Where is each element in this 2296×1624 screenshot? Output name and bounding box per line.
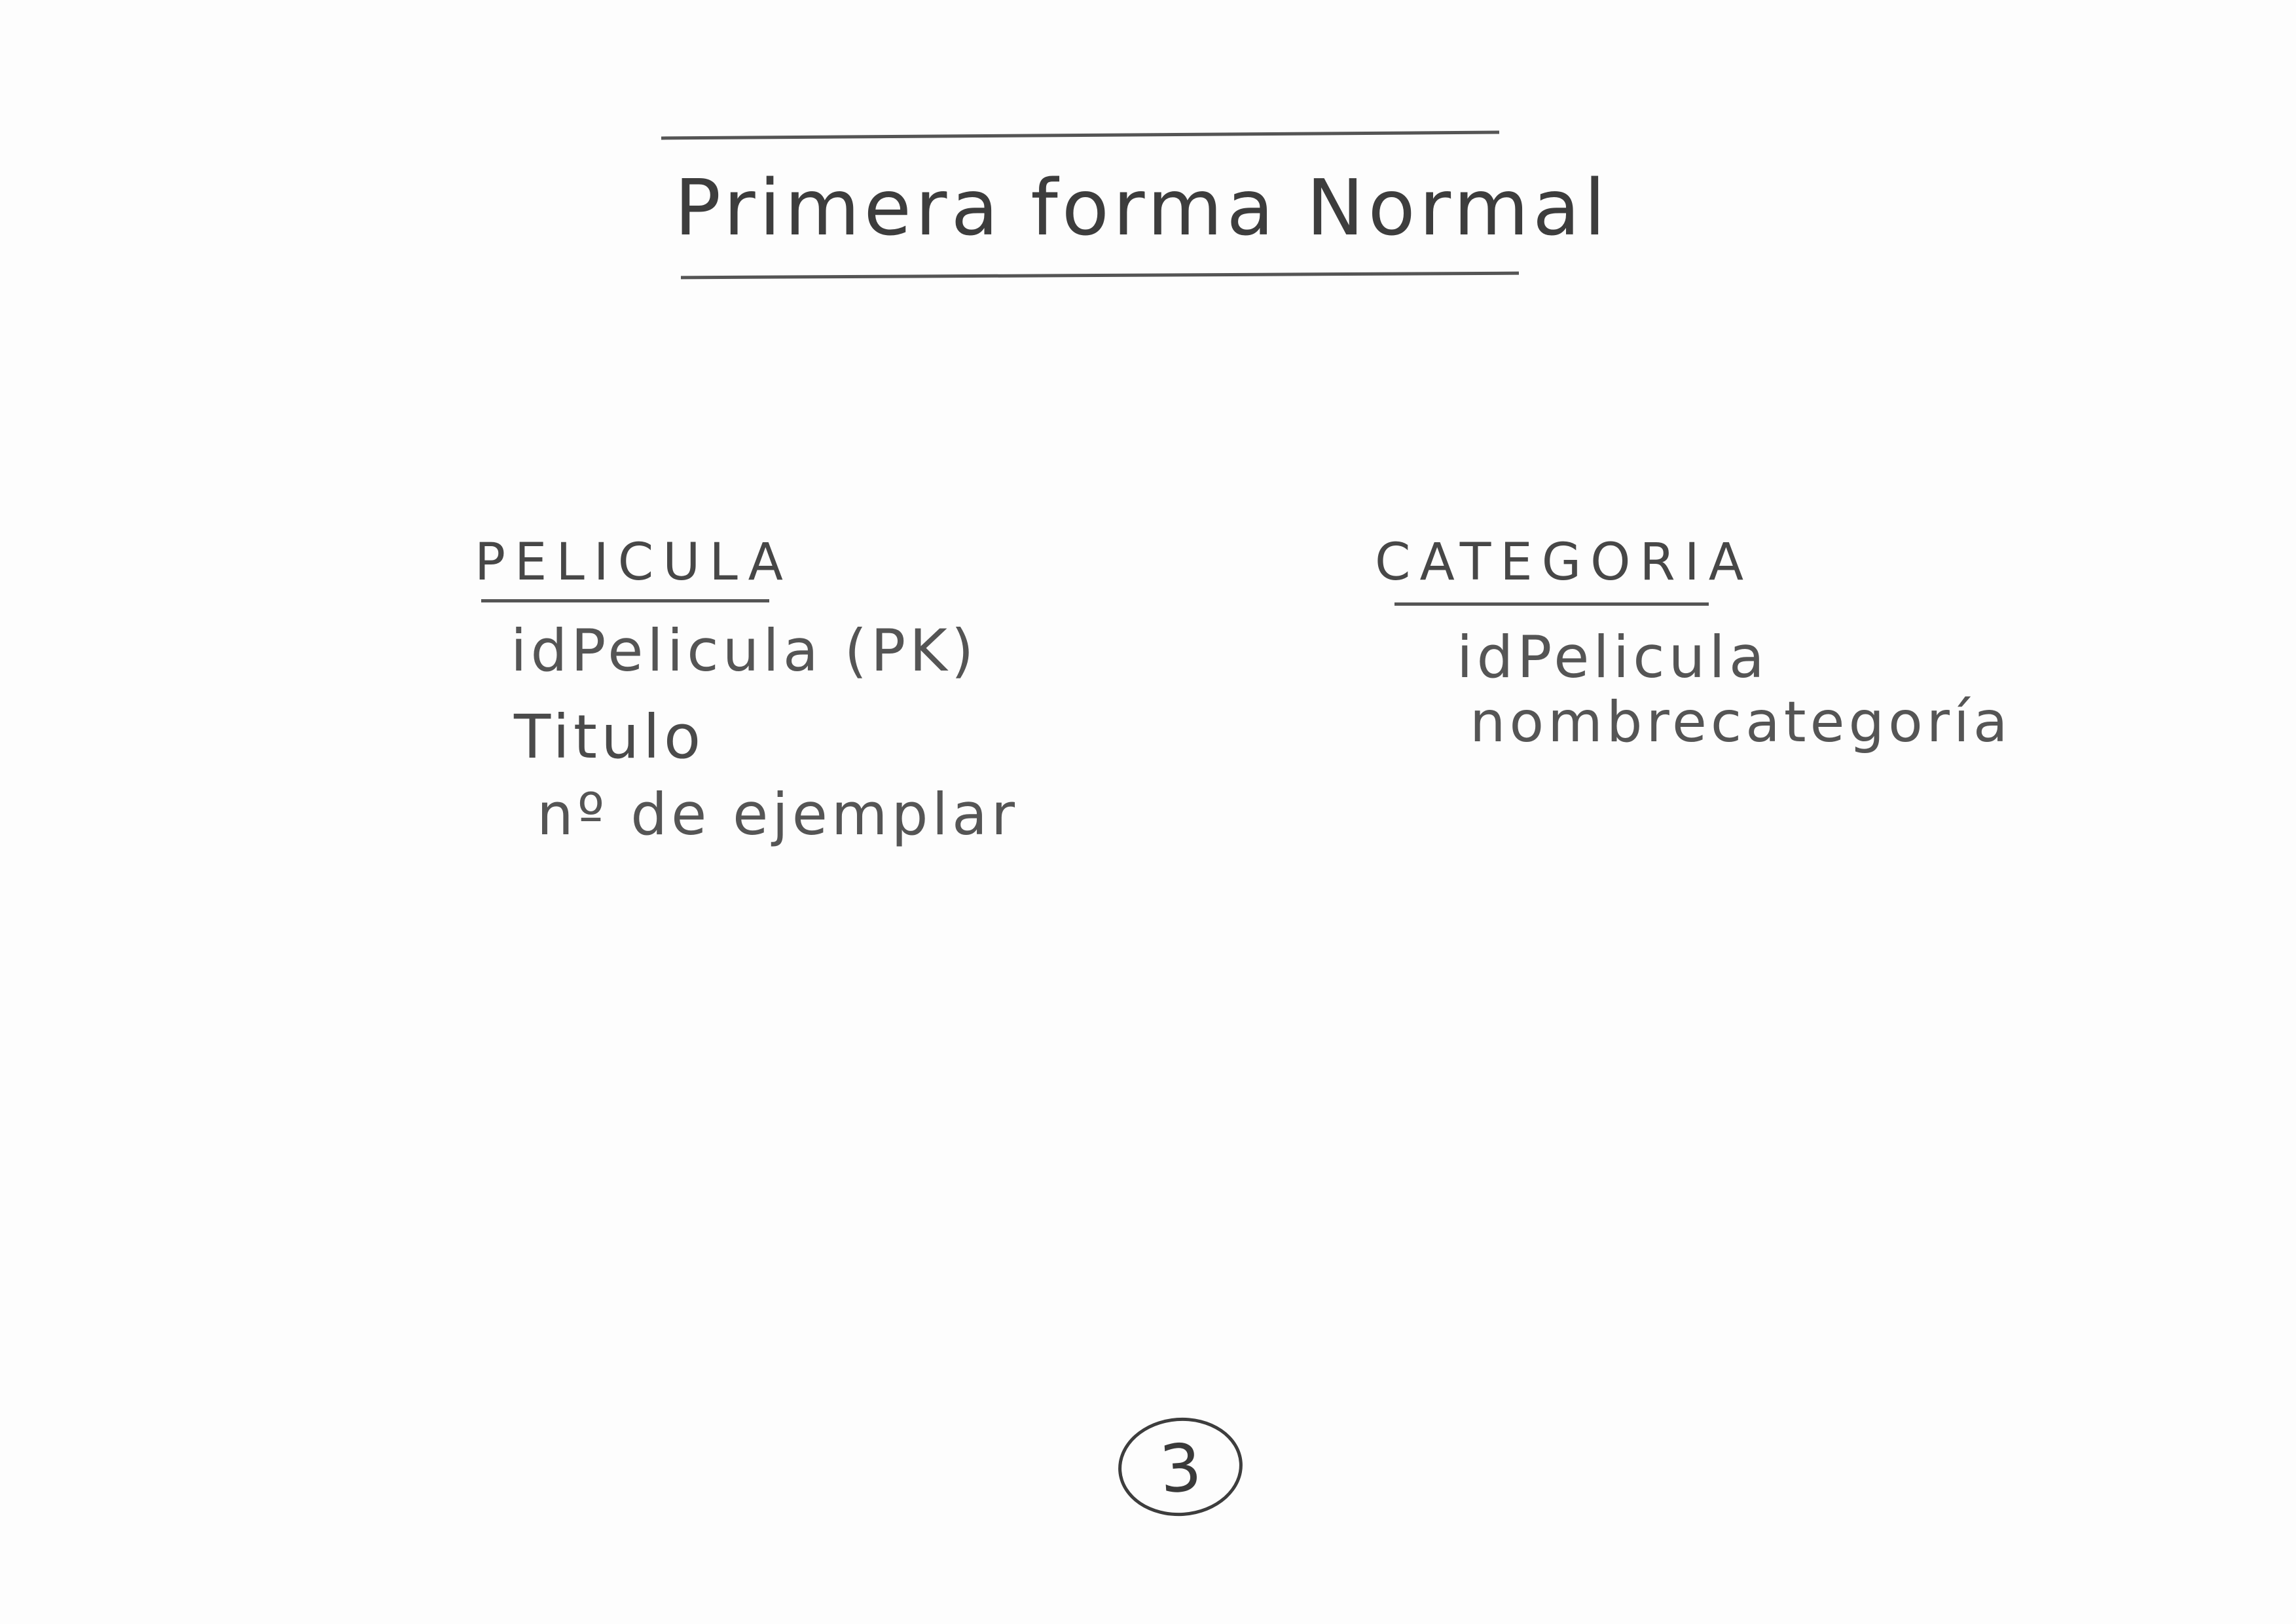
title-top-underline — [661, 130, 1500, 140]
table-pelicula-heading: PELICULA — [475, 533, 792, 592]
table-categoria-field: idPelicula — [1457, 623, 1768, 691]
table-pelicula-field: Titulo — [514, 702, 705, 772]
table-pelicula-underline — [481, 599, 769, 602]
page-number: 3 — [1157, 1428, 1204, 1509]
table-categoria-heading: CATEGORIA — [1375, 533, 1753, 592]
table-pelicula-field: idPelicula (PK) — [511, 617, 978, 684]
table-categoria-underline — [1394, 602, 1709, 606]
page-title: Primera forma Normal — [674, 162, 1610, 253]
page-number-circle: 3 — [1114, 1413, 1247, 1521]
table-pelicula-field: nº de ejemplar — [537, 781, 1019, 848]
title-bottom-underline — [680, 271, 1520, 280]
table-categoria-field: nombrecategoría — [1470, 690, 2012, 755]
